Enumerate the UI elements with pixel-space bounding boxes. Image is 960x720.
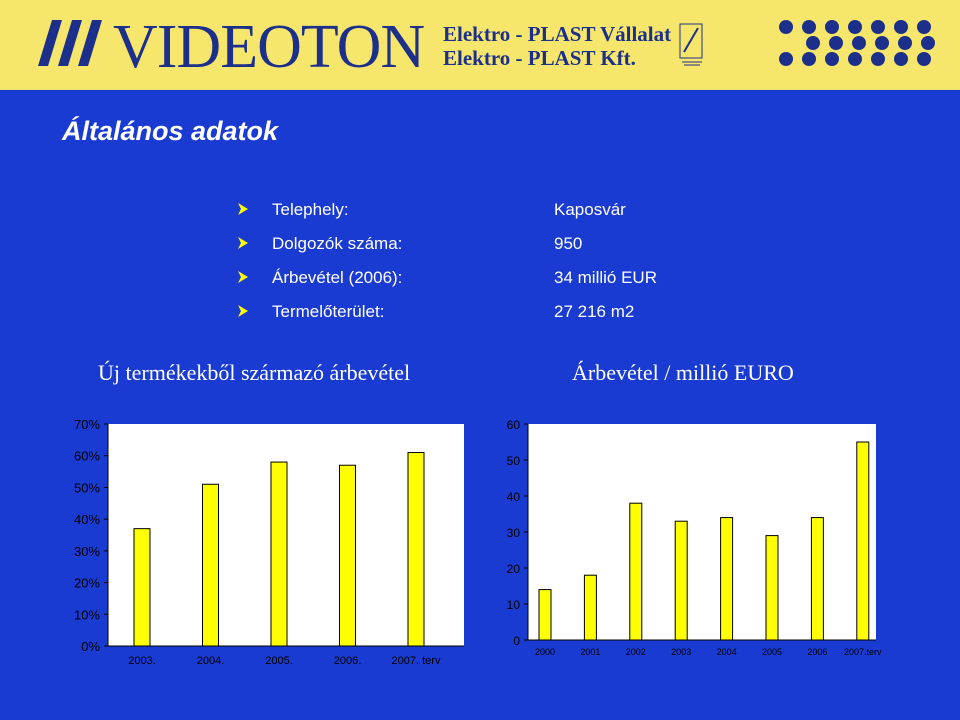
bar-chart-2: 0 10 20 30 40 50 60 2000 2001 2002 2003 2004 2005 200… [507,418,882,657]
company-line-1: Elektro - PLAST Vállalat [443,22,672,46]
y-tick-label: 30 [507,526,521,540]
x-tick-label: 2007.terv [844,647,882,657]
bar [810,517,824,641]
x-tick-label: 2000 [535,647,555,657]
bar [407,452,425,647]
bar [720,517,734,641]
y-tick-label: 50% [74,480,100,495]
fact-value: Kaposvár [554,200,626,219]
arrow-bullet-icon [238,271,248,283]
bar [133,528,151,647]
x-tick-label: 2005. [265,655,293,667]
fact-value: 27 216 m2 [554,302,635,321]
arrow-bullet-icon [238,203,248,215]
company-name: Elektro - PLAST Vállalat Elektro - PLAST… [443,22,671,70]
bar [856,441,870,641]
bar [674,520,688,641]
logo: VIDEOTON [113,13,425,81]
y-tick-label: 40 [507,490,521,504]
x-tick-label: 2006 [807,647,827,657]
dot-pattern-icon [779,20,935,66]
bar [629,502,643,641]
bar [270,461,288,647]
header-band: VIDEOTON Elektro - PLAST Vállalat Elektr… [0,0,960,90]
x-tick-label: 2003 [671,647,691,657]
fact-label: Termelőterület: [272,302,385,321]
x-tick-label: 2004. [197,655,225,667]
y-tick-label: 60 [507,418,521,432]
bar [583,574,597,641]
bar [765,535,779,641]
x-tick-label: 2007. terv [392,655,441,667]
y-tick-label: 10 [507,598,521,612]
x-tick-label: 2005 [762,647,782,657]
chart-title-new-products: Új termékekből származó árbevétel [98,360,411,385]
bar [538,589,552,641]
arrow-bullet-icon [238,237,248,249]
x-tick-label: 2004 [717,647,737,657]
y-tick-label: 10% [74,607,100,622]
y-tick-label: 60% [74,449,100,464]
fact-label: Dolgozók száma: [272,234,403,253]
chart-title-revenue: Árbevétel / millió EURO [572,360,794,385]
y-tick-label: 30% [74,544,100,559]
logo-slashes-icon [38,20,102,66]
page-title: Általános adatok [62,116,279,146]
y-tick-label: 0 [513,634,520,648]
bar-chart-1: 0% 10% 20% 30% 40% 50% 60% 70% 2003. 2004. 2005. 20… [74,417,464,667]
x-tick-label: 2002 [626,647,646,657]
fact-label: Árbevétel (2006): [272,268,403,287]
certificate-seal-icon [679,23,703,66]
company-line-2: Elektro - PLAST Kft. [443,46,636,70]
x-tick-label: 2001 [580,647,600,657]
fact-row: Dolgozók száma: 950 [236,234,756,254]
y-tick-label: 20 [507,562,521,576]
bar [202,483,219,647]
fact-row: Árbevétel (2006): 34 millió EUR [236,268,756,288]
arrow-bullet-icon [238,305,248,317]
bar [339,464,356,647]
y-tick-label: 20% [74,576,100,591]
y-tick-label: 70% [74,417,100,432]
fact-row: Telephely: Kaposvár [236,200,756,220]
x-tick-label: 2006. [334,655,362,667]
x-tick-label: 2003. [128,655,156,667]
fact-value: 34 millió EUR [554,268,657,287]
fact-row: Termelőterület: 27 216 m2 [236,302,756,322]
y-tick-label: 40% [74,512,100,527]
fact-label: Telephely: [272,200,349,219]
y-tick-label: 0% [81,639,100,654]
y-tick-label: 50 [507,454,521,468]
fact-value: 950 [554,234,583,253]
